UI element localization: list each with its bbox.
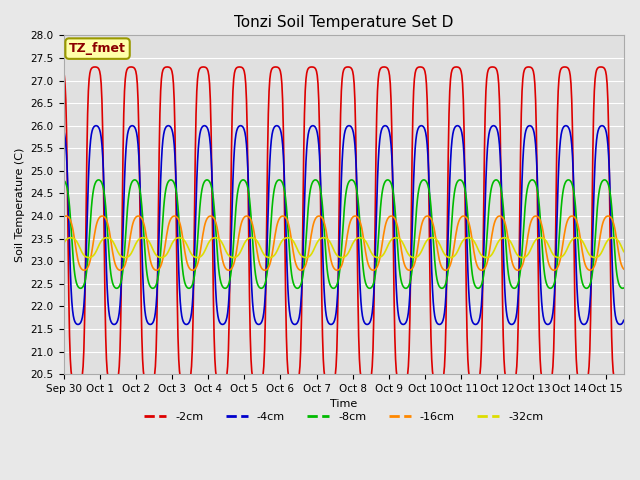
-2cm [576,380,584,385]
-16cm [231,255,239,261]
-16cm [484,255,492,261]
-4cm [183,322,191,327]
-4cm [74,322,82,327]
-8cm [60,177,67,183]
-2cm [484,67,492,73]
-8cm [95,177,103,183]
-2cm [231,67,239,73]
Line: -4cm: -4cm [63,126,624,324]
-8cm [595,191,603,196]
-2cm [60,69,67,74]
-16cm [60,215,67,220]
-2cm [620,376,628,382]
-4cm [576,316,584,322]
-16cm [576,233,584,239]
-16cm [80,267,88,273]
Legend: -2cm, -4cm, -8cm, -16cm, -32cm: -2cm, -4cm, -8cm, -16cm, -32cm [140,407,548,426]
X-axis label: Time: Time [330,399,357,409]
-32cm [85,255,93,261]
-4cm [484,137,492,143]
Line: -32cm: -32cm [63,238,624,258]
-32cm [67,235,75,240]
-4cm [231,137,239,143]
-32cm [620,249,628,254]
-8cm [77,286,84,291]
-2cm [183,380,191,386]
Line: -16cm: -16cm [63,216,624,270]
-8cm [183,285,191,290]
-4cm [344,123,352,129]
Title: Tonzi Soil Temperature Set D: Tonzi Soil Temperature Set D [234,15,453,30]
-32cm [60,241,67,247]
-4cm [92,123,100,129]
-32cm [484,254,492,260]
Y-axis label: Soil Temperature (C): Soil Temperature (C) [15,147,25,262]
Line: -2cm: -2cm [63,67,624,383]
-32cm [183,242,191,248]
-8cm [620,285,628,291]
-8cm [484,215,492,221]
-8cm [344,180,352,186]
-16cm [595,242,603,248]
-2cm [92,64,99,70]
-32cm [576,236,584,241]
-32cm [231,254,239,260]
-4cm [595,126,603,132]
-16cm [183,260,191,265]
-2cm [73,380,81,386]
Line: -8cm: -8cm [63,180,624,288]
-2cm [344,64,352,70]
-8cm [231,215,239,221]
Text: TZ_fmet: TZ_fmet [69,42,126,55]
-32cm [344,250,352,256]
-16cm [620,266,628,272]
-2cm [595,64,603,70]
-4cm [60,127,67,132]
-32cm [595,253,603,259]
-4cm [620,317,628,323]
-8cm [576,265,584,271]
-16cm [344,228,352,233]
-16cm [62,213,70,219]
